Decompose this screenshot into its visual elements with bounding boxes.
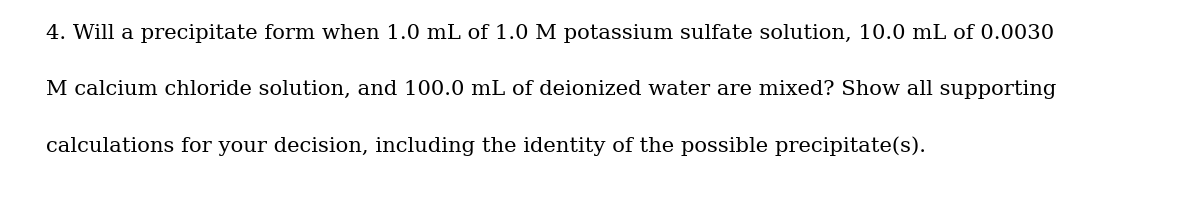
Text: M calcium chloride solution, and 100.0 mL of deionized water are mixed? Show all: M calcium chloride solution, and 100.0 m… [46, 80, 1056, 99]
Text: calculations for your decision, including the identity of the possible precipita: calculations for your decision, includin… [46, 136, 925, 156]
Text: 4. Will a precipitate form when 1.0 mL of 1.0 M potassium sulfate solution, 10.0: 4. Will a precipitate form when 1.0 mL o… [46, 24, 1054, 43]
